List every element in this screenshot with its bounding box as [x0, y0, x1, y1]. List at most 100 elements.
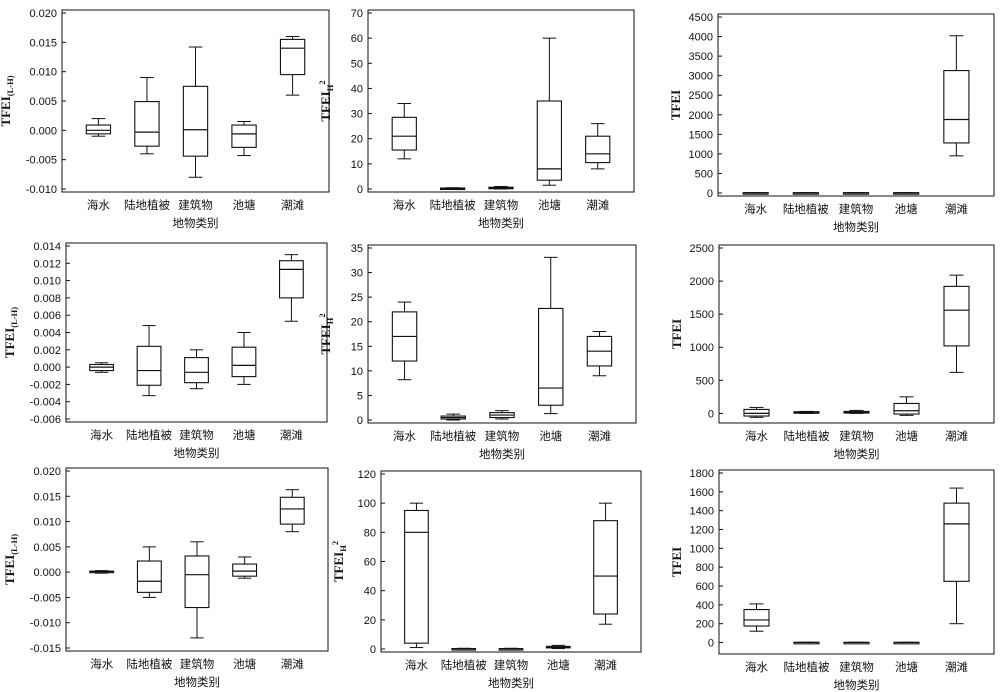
panel-1-box-body	[279, 38, 306, 76]
panel-8-category-label: 陆地植被	[441, 658, 487, 672]
panel-2-y-axis-label: TFEIH2	[317, 80, 335, 121]
panel-5-x-axis-label: 地物类别	[479, 447, 525, 461]
panel-4-box-3	[184, 349, 209, 390]
panel-7-category-label: 潮滩	[281, 657, 304, 671]
panel-8-box-4	[545, 644, 571, 650]
panel-8-box-body	[593, 520, 618, 615]
panel-7-chart: -0.015 -0.010 -0.005 0.000 0.005 0.010 0.015 0.…	[2, 466, 329, 689]
panel-6-x-axis-label: 地物类别	[834, 447, 880, 461]
panel-1-category-label: 陆地植被	[124, 198, 170, 212]
panel-9-category-label: 建筑物	[839, 660, 874, 674]
panel-9-ytick-label: 1200	[690, 525, 714, 537]
panel-6-category-label: 陆地植被	[784, 429, 830, 443]
panel-2-category-label: 池塘	[538, 198, 561, 212]
panel-4-ytick-label: -0.004	[30, 397, 61, 409]
panel-4-category-label: 潮滩	[280, 428, 303, 442]
panel-7-category-label: 海水	[90, 657, 113, 671]
panel-9-category-label: 陆地植被	[784, 660, 830, 674]
panel-3-plot-frame	[717, 13, 995, 197]
panel-2-ytick-label: 20	[351, 134, 363, 146]
panel-3-ytick-label: 4500	[689, 12, 713, 24]
panel-9-box-4	[893, 641, 920, 645]
panel-1-box-body	[182, 85, 209, 157]
panel-6-box-body	[743, 408, 770, 417]
panel-2-box-body	[391, 116, 417, 151]
panel-4-box-body	[231, 346, 257, 378]
panel-3-y-axis-label: TFEI	[668, 90, 683, 120]
panel-4-box-1	[89, 362, 115, 373]
panel-1-ytick-label: 0.005	[29, 96, 57, 108]
panel-2-box-5	[585, 123, 611, 170]
panel-2-box-2	[439, 187, 466, 191]
panel-2-category-label: 潮滩	[586, 198, 609, 212]
panel-1-ytick-label: 0.010	[29, 67, 57, 79]
panel-2-category-label: 海水	[393, 198, 416, 212]
panel-5-y-axis-label: TFEIH2	[317, 313, 335, 354]
panel-8-ytick-label: 120	[358, 469, 376, 481]
panel-3-ytick-label: 2500	[689, 90, 713, 102]
panel-1-ytick-label: 0.015	[29, 37, 57, 49]
panel-6-box-5	[943, 274, 970, 373]
panel-9-ytick-label: 1600	[690, 487, 714, 499]
panel-4-x-axis-label: 地物类别	[174, 446, 220, 460]
panel-3-box-3	[842, 192, 870, 195]
panel-5-category-label: 建筑物	[485, 429, 520, 443]
panel-9-ytick-label: 200	[696, 619, 714, 631]
panel-7-ytick-label: -0.015	[30, 643, 61, 655]
panel-2-box-4	[536, 37, 563, 186]
panel-3-box-body	[943, 70, 970, 144]
panel-5-category-label: 陆地植被	[430, 429, 476, 443]
panel-8-ytick-label: 80	[364, 527, 376, 539]
panel-9-x-axis-label: 地物类别	[834, 678, 880, 692]
panel-9-box-1	[743, 603, 770, 632]
panel-1-box-1	[85, 118, 112, 137]
panel-2-ytick-label: 10	[351, 159, 363, 171]
panel-3-category-label: 建筑物	[839, 202, 874, 216]
panel-9-ytick-label: 600	[696, 581, 714, 593]
panel-4-box-body	[136, 345, 162, 386]
panel-7-ytick-label: 0.005	[33, 542, 61, 554]
panel-8-ytick-label: 0	[370, 644, 376, 656]
panel-7-box-1	[89, 570, 115, 574]
panel-7-ytick-label: 0.020	[33, 466, 61, 478]
panel-8-box-5	[593, 502, 618, 625]
panel-1-ytick-label: -0.005	[26, 155, 57, 167]
panel-9-box-2	[793, 641, 820, 645]
panel-6-ytick-label: 1000	[690, 342, 714, 354]
panel-3-box-4	[893, 192, 920, 195]
panel-7-y-axis-label: TFEI(L-H)	[2, 534, 19, 585]
panel-5-ytick-label: 20	[351, 317, 363, 329]
panel-1-category-label: 池塘	[233, 198, 256, 212]
panel-9-ytick-label: 1000	[690, 543, 714, 555]
panel-3-ytick-label: 0	[707, 188, 713, 200]
panel-7-ytick-label: -0.010	[30, 618, 61, 630]
panel-7-box-5	[279, 489, 305, 533]
panel-9-category-label: 池塘	[895, 660, 918, 674]
panel-6-box-3	[843, 409, 870, 414]
panel-1-box-body	[134, 101, 160, 147]
panel-2-ytick-label: 70	[351, 8, 363, 20]
panel-7-box-3	[184, 541, 210, 639]
panel-7-category-label: 建筑物	[180, 657, 215, 671]
panel-3-ytick-label: 3500	[689, 51, 713, 63]
panel-9-box-3	[843, 641, 870, 645]
panel-4-ytick-label: 0.004	[33, 328, 61, 340]
panel-5-ytick-label: 10	[351, 366, 363, 378]
panel-7-ytick-label: 0.010	[33, 517, 61, 529]
panel-8-box-body	[404, 509, 429, 644]
panel-8-ytick-label: 60	[364, 557, 376, 569]
panel-3-ytick-label: 2000	[689, 110, 713, 122]
panel-4-box-4	[231, 332, 257, 385]
panel-6-box-4	[893, 396, 920, 416]
panel-1-box-3	[182, 46, 209, 178]
panel-2-ytick-label: 60	[351, 33, 363, 45]
panel-4-ytick-label: 0.010	[33, 276, 61, 288]
panel-9-ytick-label: 0	[708, 638, 714, 650]
panel-9-ytick-label: 1400	[690, 506, 714, 518]
panel-6-plot-frame	[718, 244, 995, 424]
panel-2-box-body	[536, 100, 563, 181]
panel-3-ytick-label: 3000	[689, 71, 713, 83]
panel-4-y-axis-label: TFEI(L-H)	[2, 307, 19, 358]
panel-8-ytick-label: 40	[364, 586, 376, 598]
panel-4-box-5	[278, 254, 304, 322]
